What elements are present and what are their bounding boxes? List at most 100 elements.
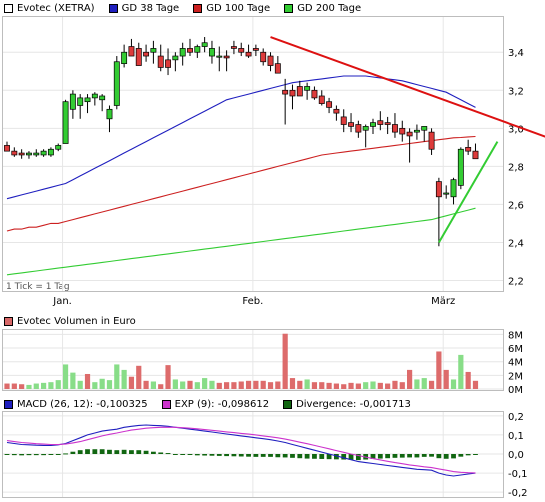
legend-macd: MACD (26, 12): -0,100325 EXP (9): -0,098… <box>0 397 421 411</box>
volume-bar <box>114 364 120 389</box>
volume-bar <box>194 382 200 389</box>
divergence-bar <box>216 454 222 456</box>
candle-body <box>443 192 450 195</box>
candle-body <box>106 108 113 120</box>
divergence-bar <box>451 454 456 459</box>
divergence-bar <box>275 454 281 458</box>
volume-bar <box>62 364 69 389</box>
divergence-bar <box>304 454 310 459</box>
divergence-bar <box>414 454 420 458</box>
volume-bar <box>275 381 281 389</box>
volume-bar <box>267 382 274 389</box>
divergence-bar <box>238 454 244 457</box>
tick-note: 1 Tick = 1 Tag <box>6 282 70 292</box>
divergence-bar <box>209 454 215 456</box>
divergence-bar <box>297 454 303 459</box>
divergence-bar <box>143 450 149 454</box>
volume-bar <box>355 383 361 389</box>
divergence-bar <box>77 450 83 454</box>
macd-axis-label: 0,0 <box>508 450 524 461</box>
legend-swatch-exp <box>161 399 171 409</box>
volume-bar <box>377 382 383 389</box>
candle-body <box>282 89 289 95</box>
volume-bar <box>180 381 186 389</box>
volume-bar <box>48 382 54 389</box>
candle-body <box>47 148 54 156</box>
candle-body <box>435 181 442 198</box>
trendline-support <box>438 141 499 243</box>
candle-body <box>370 122 376 127</box>
divergence-bar <box>187 454 193 455</box>
divergence-bar <box>194 454 200 456</box>
price-axis-label: 3,0 <box>508 124 524 135</box>
candle-body <box>260 51 267 63</box>
volume-bar <box>231 382 237 389</box>
volume-bar <box>443 369 449 389</box>
candle-body <box>274 63 281 74</box>
candle-body <box>55 145 62 150</box>
divergence-bar <box>246 454 251 457</box>
ma-line-gd-38-tage <box>6 75 476 200</box>
macd-line-exp <box>6 426 476 474</box>
divergence-bar <box>421 454 427 457</box>
volume-axis-label: 2M <box>508 371 523 382</box>
divergence-bar <box>312 454 317 459</box>
divergence-bar <box>282 454 288 458</box>
volume-bar <box>136 365 142 389</box>
divergence-bar <box>121 449 127 454</box>
volume-axis-label: 4M <box>508 358 523 369</box>
legend-swatch-volume <box>4 316 13 326</box>
divergence-bar <box>55 454 61 455</box>
volume-bar <box>304 379 310 389</box>
divergence-bar <box>268 454 273 457</box>
price-axis-label: 2,8 <box>508 162 524 173</box>
divergence-bar <box>224 454 229 457</box>
volume-bar <box>414 379 420 389</box>
candle-body <box>157 55 164 68</box>
candle-body <box>99 95 106 101</box>
divergence-bar <box>465 454 471 456</box>
volume-bar <box>421 378 427 389</box>
candle-body <box>472 150 479 160</box>
legend-item-price: Evotec (XETRA) <box>4 3 95 14</box>
divergence-bar <box>41 454 46 456</box>
candle-body <box>296 86 303 97</box>
ma-line-gd-100-tage <box>6 135 476 232</box>
divergence-bar <box>63 453 68 455</box>
volume-bar <box>19 384 25 389</box>
volume-bar <box>70 372 76 389</box>
legend-swatch-gd100 <box>193 3 203 13</box>
divergence-bar <box>458 454 464 457</box>
volume-bar <box>333 383 339 389</box>
legend-label-gd200: GD 200 Tage <box>297 2 362 14</box>
price-axis-label: 3,2 <box>508 86 524 97</box>
volume-bar <box>363 382 369 389</box>
volume-bar <box>319 382 325 389</box>
candle-body <box>421 126 428 131</box>
candle-body <box>413 129 420 133</box>
divergence-bar <box>136 450 142 454</box>
legend-item-macd: MACD (26, 12): -0,100325 <box>4 399 148 410</box>
candle-body <box>11 150 18 156</box>
divergence-bar <box>334 454 339 460</box>
volume-bar <box>465 371 471 389</box>
candle-body <box>355 124 362 133</box>
volume-bar <box>55 380 61 389</box>
volume-bar <box>245 380 252 389</box>
divergence-bar <box>436 454 442 459</box>
volume-bar <box>385 383 391 389</box>
candle-body <box>4 145 10 152</box>
candle-body <box>194 46 201 53</box>
macd-line-macd <box>6 424 476 477</box>
divergence-bar <box>341 454 347 460</box>
legend-item-exp: EXP (9): -0,098612 <box>161 399 269 410</box>
volume-bar <box>289 378 296 389</box>
candle-body <box>392 124 398 133</box>
volume-bar <box>260 380 266 389</box>
divergence-bar <box>429 454 434 457</box>
divergence-bar <box>202 454 208 456</box>
candle-body <box>311 89 318 99</box>
volume-bar <box>326 382 332 389</box>
candle-body <box>187 48 193 53</box>
volume-bar <box>128 376 135 389</box>
